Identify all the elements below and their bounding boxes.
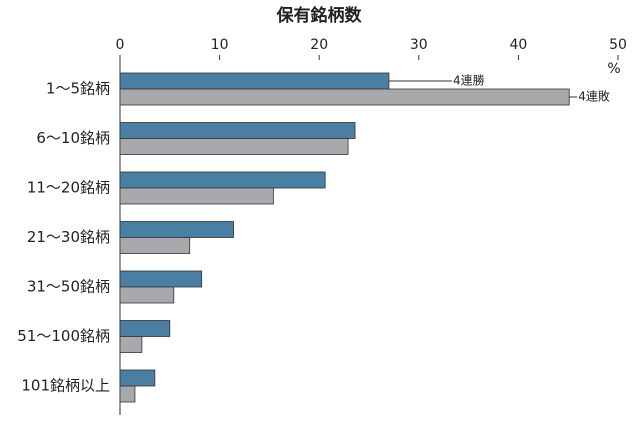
bar [119,88,570,106]
y-tick-label: 1～5銘柄 [46,80,110,98]
x-tick-label: 50 [609,37,627,53]
bar [119,237,191,254]
legend-label: 4連勝 [453,73,485,88]
bar [119,320,171,337]
x-tick-label: 0 [116,37,125,53]
y-tick-label: 6～10銘柄 [36,129,110,147]
y-tick-label: 101銘柄以上 [21,377,110,395]
bar [119,286,175,304]
x-tick-label: 40 [509,37,527,53]
bar [119,171,326,189]
bar [119,187,274,205]
chart-title: 保有銘柄数 [276,5,363,26]
bar [119,270,203,288]
y-tick-label: 31～50銘柄 [27,278,110,296]
bar [119,221,234,238]
x-tick-label: 30 [410,37,428,53]
y-tick-label: 11～20銘柄 [27,179,110,197]
bar [119,122,356,139]
bar [119,336,143,353]
legend-label: 4連敗 [578,89,610,104]
bar [119,369,156,387]
y-tick-label: 51～100銘柄 [17,327,110,345]
y-tick-label: 21～30銘柄 [27,228,110,246]
x-tick-label: 20 [310,37,328,53]
x-tick-label: 10 [211,37,229,53]
x-axis-unit: % [607,61,620,77]
bar [119,138,349,155]
bar [119,72,390,90]
bar [119,385,136,403]
